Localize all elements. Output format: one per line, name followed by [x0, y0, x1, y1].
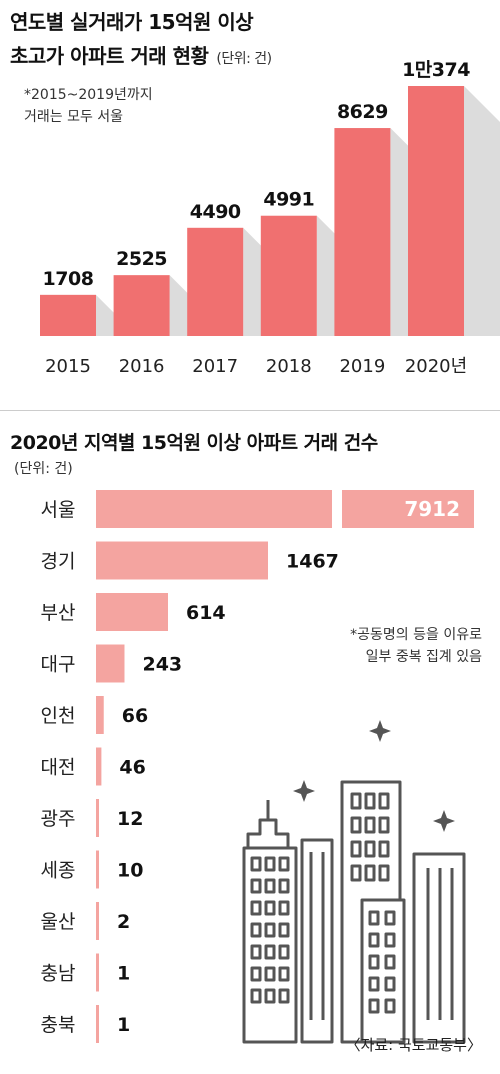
sparkle-icon	[433, 810, 455, 832]
region-value: 2	[117, 911, 130, 933]
category-label: 2020년	[405, 356, 467, 377]
category-label: 2015	[45, 356, 91, 377]
region-chart-note-line2: 일부 중복 집계 있음	[365, 649, 482, 665]
bar	[260, 215, 317, 336]
chart-title-line2-text: 초고가 아파트 거래 현황	[10, 44, 209, 68]
year-chart-note-line1: *2015~2019년까지	[24, 87, 153, 103]
region-value: 7912	[404, 497, 460, 521]
region-value: 614	[186, 602, 226, 624]
chart-title-line2: 초고가 아파트 거래 현황 (단위: 건)	[10, 40, 272, 69]
value-label: 1708	[43, 268, 94, 290]
region-label: 광주	[41, 808, 76, 830]
sparkle-icon	[369, 720, 391, 742]
bar	[187, 227, 244, 336]
region-bar	[96, 1005, 99, 1043]
region-chart-note: *공동명의 등을 이유로 일부 중복 집계 있음	[282, 624, 482, 668]
region-chart-note-line1: *공동명의 등을 이유로	[350, 627, 482, 643]
region-value: 1	[117, 1014, 130, 1036]
year-chart-note-line2: 거래는 모두 서울	[24, 109, 124, 125]
region-values: 7912 1467 614 243 66 46 12 10 2 1 1	[117, 497, 460, 1036]
region-label: 세종	[41, 860, 76, 882]
region-label: 인천	[41, 705, 76, 727]
bar	[113, 275, 170, 336]
window-grid	[250, 856, 290, 1004]
region-unit-label: (단위: 건)	[14, 461, 73, 477]
sparkle-icon	[293, 780, 315, 802]
region-bar	[96, 541, 268, 580]
region-bar	[96, 696, 104, 734]
window-grid	[368, 910, 396, 1014]
category-label: 2017	[192, 356, 238, 377]
unit-label: (단위: 건)	[216, 51, 272, 67]
value-label: 1만374	[402, 59, 470, 81]
region-label: 충북	[41, 1014, 76, 1036]
region-label: 경기	[41, 551, 76, 573]
region-value: 243	[142, 654, 182, 676]
value-labels: 1708 2525 4490 4991 8629 1만374	[43, 59, 471, 290]
region-value: 66	[122, 705, 148, 727]
bar	[40, 294, 96, 336]
region-bar	[96, 593, 168, 631]
region-label: 대전	[41, 757, 76, 779]
region-chart-title: 2020년 지역별 15억원 이상 아파트 거래 건수	[10, 432, 378, 454]
buildings-illustration	[242, 720, 466, 1044]
bar	[408, 86, 464, 336]
category-labels: 2015 2016 2017 2018 2019 2020년	[45, 356, 467, 377]
bar-group	[40, 86, 464, 336]
bar-shadow	[464, 86, 500, 336]
year-chart-note: *2015~2019년까지 거래는 모두 서울	[24, 84, 153, 128]
region-bar	[96, 644, 125, 683]
region-bar	[96, 799, 99, 837]
bar	[334, 128, 391, 336]
value-label: 4490	[190, 201, 241, 223]
window-grid	[350, 792, 390, 882]
region-value: 10	[117, 860, 143, 882]
region-label: 부산	[41, 602, 76, 624]
region-label: 충남	[41, 963, 76, 985]
value-label: 2525	[116, 248, 167, 270]
source-label: 〈자료: 국토교통부〉	[345, 1036, 482, 1054]
region-bar	[96, 747, 102, 786]
region-bar	[96, 902, 99, 940]
region-value: 12	[117, 808, 143, 830]
value-label: 8629	[337, 101, 388, 123]
value-label: 4991	[263, 189, 314, 211]
category-label: 2016	[119, 356, 165, 377]
region-value: 46	[119, 757, 145, 779]
chart-title-line1: 연도별 실거래가 15억원 이상	[10, 10, 254, 34]
region-bar	[96, 953, 99, 992]
region-bar-continued	[342, 490, 474, 528]
category-label: 2019	[339, 356, 385, 377]
region-value: 1	[117, 963, 130, 985]
region-value: 1467	[286, 551, 339, 573]
region-bar	[96, 850, 99, 889]
region-label: 울산	[41, 911, 76, 933]
region-label: 서울	[41, 499, 76, 521]
region-bars	[96, 490, 474, 1043]
category-label: 2018	[266, 356, 312, 377]
region-label: 대구	[41, 654, 76, 676]
region-bar	[96, 490, 332, 528]
section-divider	[0, 410, 500, 411]
